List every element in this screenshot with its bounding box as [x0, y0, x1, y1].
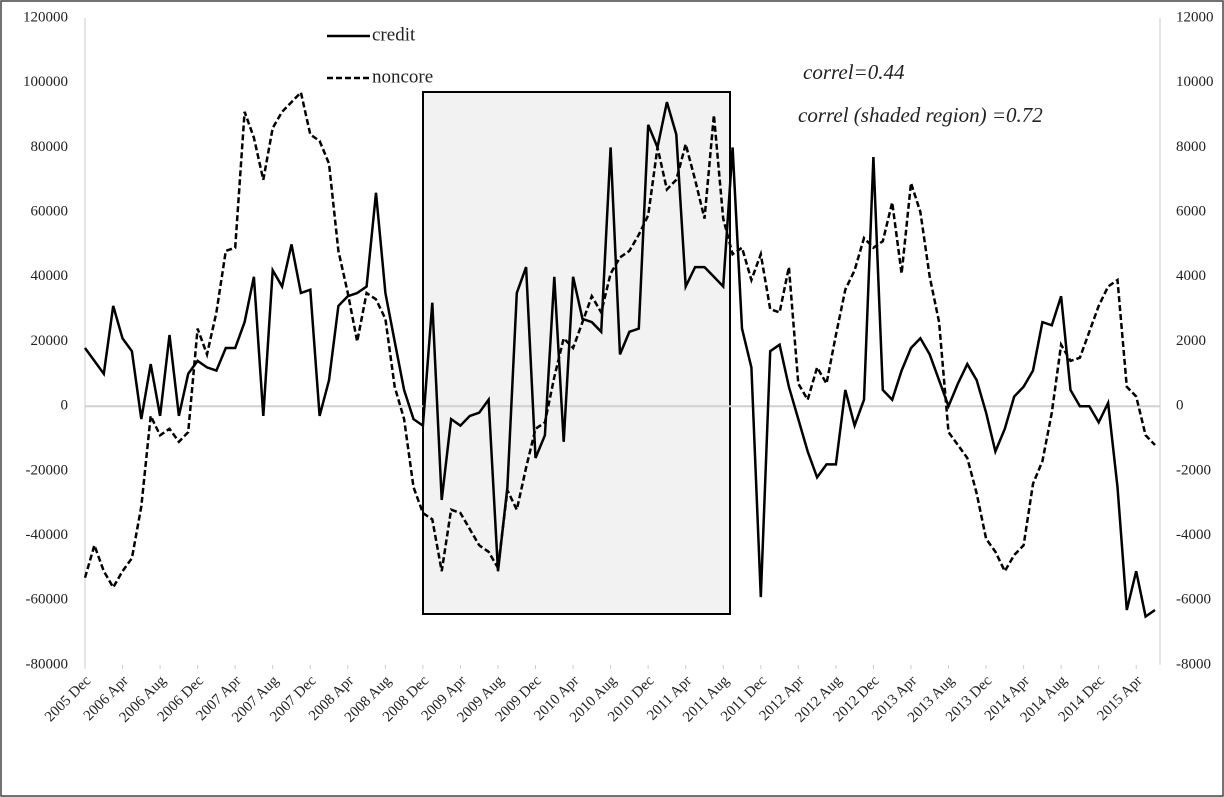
legend-label: credit	[372, 24, 416, 45]
annotation: correl=0.44	[803, 60, 905, 84]
y-tick-label: -80000	[26, 656, 69, 672]
y-tick-label: -20000	[26, 462, 69, 478]
y2-tick-label: 4000	[1176, 268, 1206, 284]
y2-tick-label: 12000	[1176, 9, 1214, 25]
y-tick-label: 100000	[23, 74, 68, 90]
annotation: correl (shaded region) =0.72	[798, 103, 1043, 127]
shaded-region	[422, 91, 731, 615]
y2-tick-label: 8000	[1176, 139, 1206, 155]
series-line	[83, 89, 1156, 590]
y-tick-label: 80000	[31, 139, 69, 155]
y2-tick-label: 6000	[1176, 204, 1206, 220]
y2-tick-label: -6000	[1176, 592, 1211, 608]
y-tick-label: -40000	[26, 527, 69, 543]
y-tick-label: -60000	[26, 592, 69, 608]
y-tick-label: 0	[61, 398, 69, 414]
y-tick-label: 40000	[31, 268, 69, 284]
y-tick-label: 120000	[23, 9, 68, 25]
y2-tick-label: 0	[1176, 398, 1184, 414]
y-tick-label: 20000	[31, 333, 69, 349]
y2-tick-label: -8000	[1176, 656, 1211, 672]
y2-tick-label: 10000	[1176, 74, 1214, 90]
y-tick-label: 60000	[31, 204, 69, 220]
y2-tick-label: 2000	[1176, 333, 1206, 349]
y2-tick-label: -4000	[1176, 527, 1211, 543]
series-line	[83, 101, 1156, 619]
y2-tick-label: -2000	[1176, 462, 1211, 478]
legend-label: noncore	[372, 66, 433, 87]
